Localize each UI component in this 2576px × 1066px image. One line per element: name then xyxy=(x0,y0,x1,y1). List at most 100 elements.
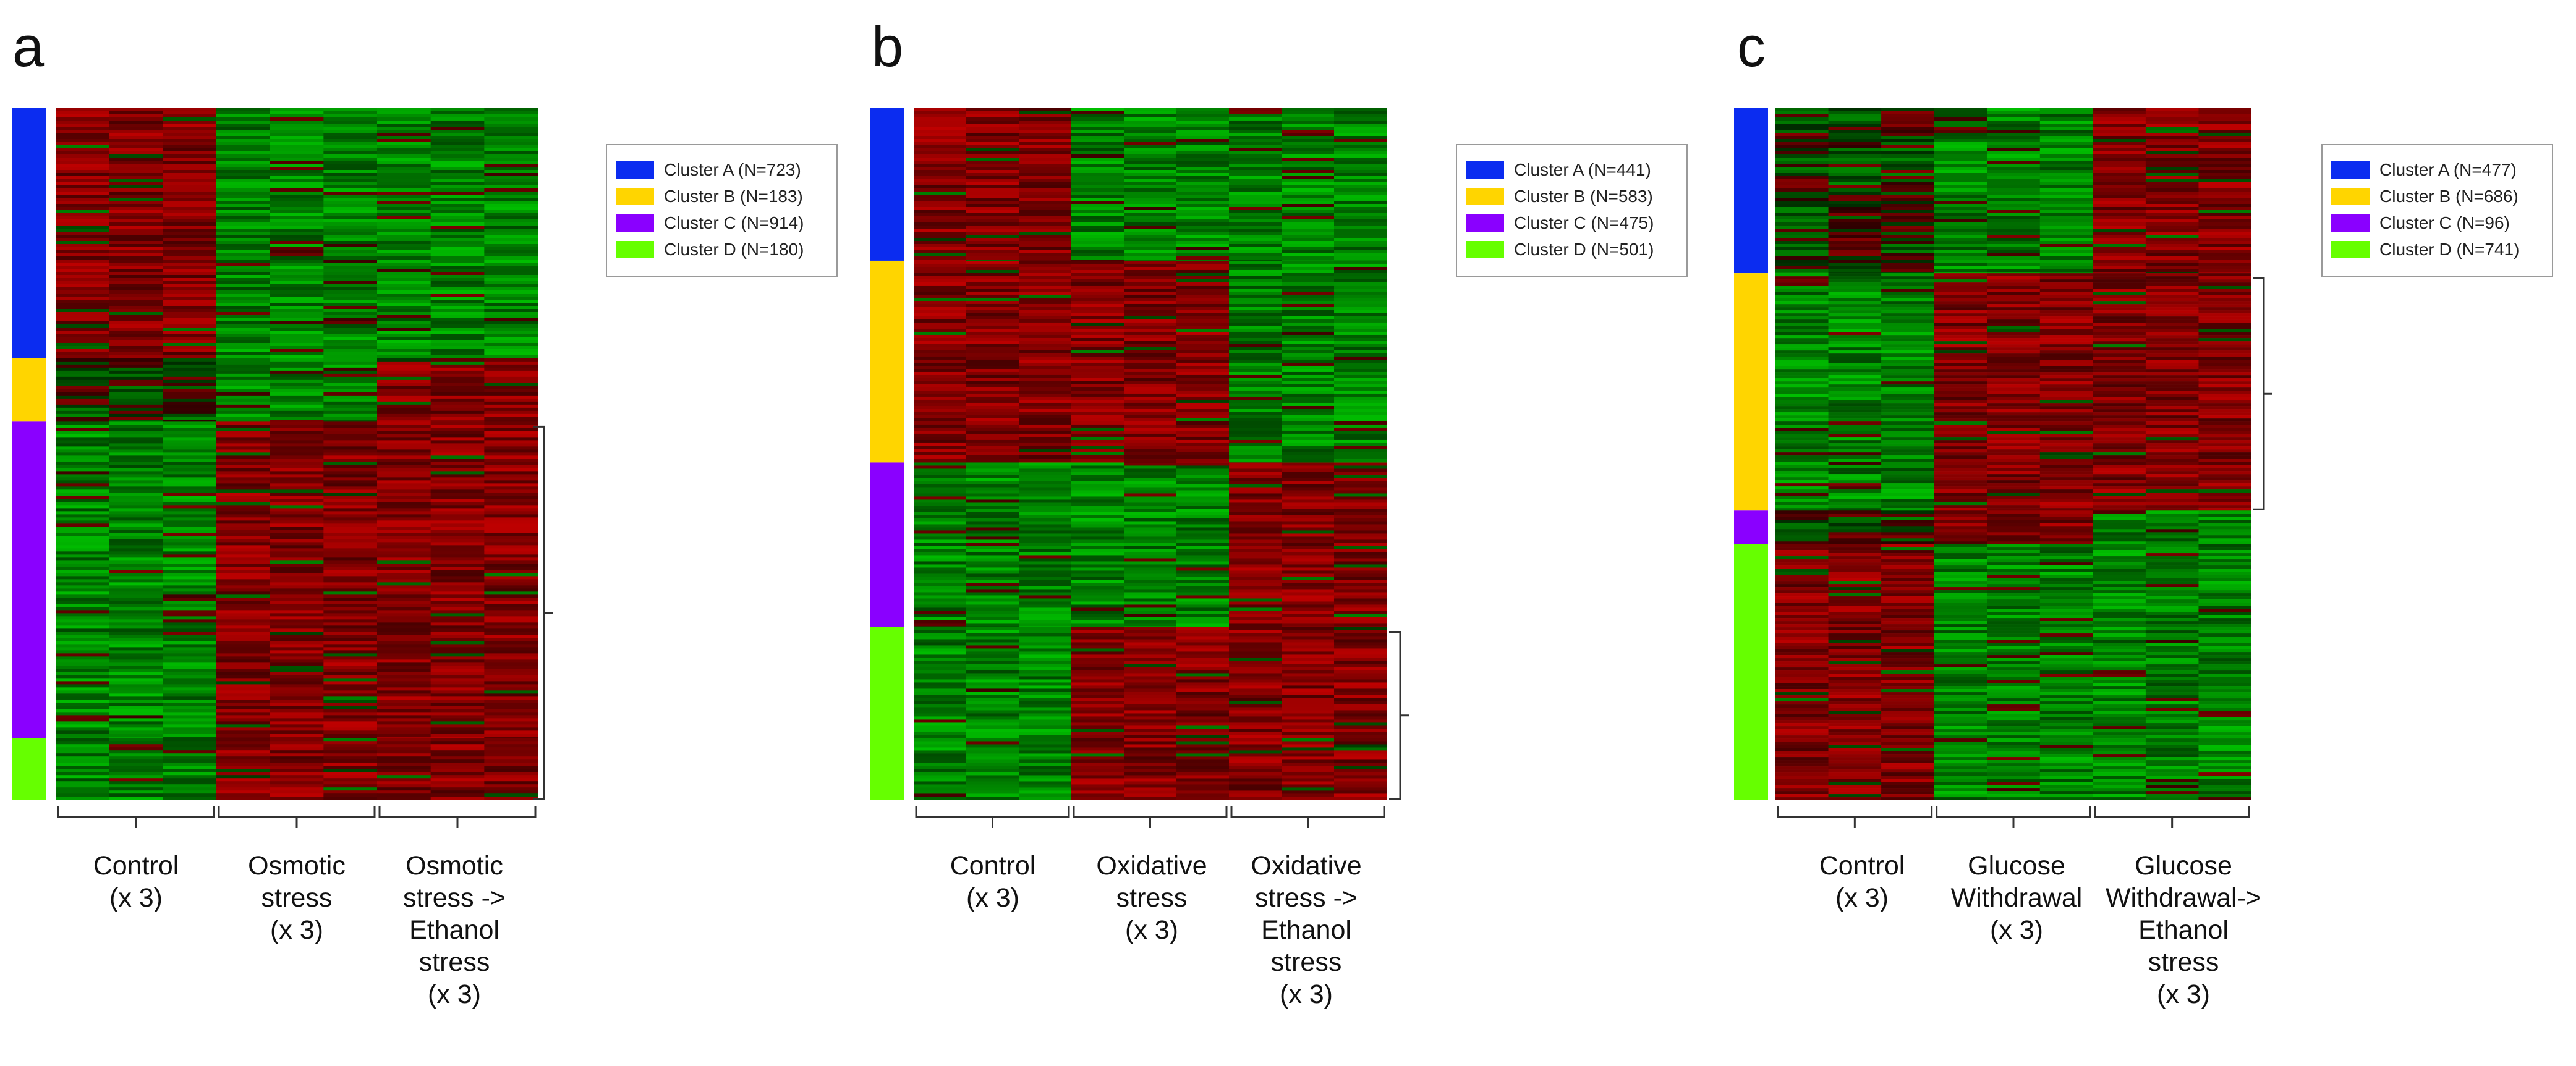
heatmap-cell xyxy=(109,499,163,502)
heatmap-cell xyxy=(1775,282,1829,286)
heatmap-cell xyxy=(1282,484,1335,488)
heatmap-cell xyxy=(270,548,324,552)
heatmap-cell xyxy=(56,297,110,300)
heatmap-cell xyxy=(163,744,217,748)
heatmap-cell xyxy=(216,114,271,118)
heatmap-cell xyxy=(914,154,967,158)
heatmap-cell xyxy=(2145,366,2199,370)
heatmap-cell xyxy=(323,511,378,515)
heatmap-cell xyxy=(430,527,485,530)
heatmap-cell xyxy=(163,700,217,703)
heatmap-cell xyxy=(1282,341,1335,345)
heatmap-cell xyxy=(1229,288,1282,292)
heatmap-cell xyxy=(430,309,485,313)
heatmap-cell xyxy=(1229,604,1282,608)
heatmap-cell xyxy=(1334,442,1387,447)
heatmap-cell xyxy=(1334,260,1387,261)
heatmap-cell xyxy=(1282,365,1335,370)
heatmap-cell xyxy=(216,355,271,359)
heatmap-cell xyxy=(1071,325,1124,329)
heatmap-cell xyxy=(1987,238,2041,242)
heatmap-cell xyxy=(2093,319,2146,323)
heatmap-cell xyxy=(914,543,967,546)
heatmap-cell xyxy=(323,281,378,285)
heatmap-cell xyxy=(1124,263,1177,268)
heatmap-cell xyxy=(2145,167,2199,171)
heatmap-cell xyxy=(56,253,110,257)
heatmap-cell xyxy=(2093,195,2146,198)
heatmap-cell xyxy=(323,219,378,223)
heatmap-cell xyxy=(1334,564,1387,568)
heatmap-cell xyxy=(1124,704,1177,708)
heatmap-cell xyxy=(1987,301,2041,305)
heatmap-cell xyxy=(377,111,431,115)
heatmap-cell xyxy=(377,179,431,183)
heatmap-cell xyxy=(323,523,378,527)
heatmap-cell xyxy=(323,638,378,641)
heatmap-cell xyxy=(216,401,271,405)
heatmap-cell xyxy=(1124,313,1177,317)
heatmap-cell xyxy=(377,738,431,742)
heatmap-cell xyxy=(1176,533,1230,537)
heatmap-cell xyxy=(1881,344,1935,348)
heatmap-cell xyxy=(270,759,324,763)
heatmap-cell xyxy=(966,790,1019,794)
heatmap-cell xyxy=(163,759,217,763)
heatmap-cell xyxy=(270,678,324,682)
heatmap-cell xyxy=(1019,158,1072,161)
heatmap-cell xyxy=(484,355,538,359)
heatmap-cell xyxy=(377,121,431,124)
heatmap-cell xyxy=(109,681,163,685)
heatmap-cell xyxy=(1019,589,1072,593)
heatmap-cell xyxy=(430,355,485,359)
heatmap-cell xyxy=(1934,298,1987,302)
heatmap-cell xyxy=(1071,124,1124,127)
heatmap-cell xyxy=(109,622,163,626)
heatmap-cell xyxy=(2039,170,2093,174)
heatmap-cell xyxy=(323,778,378,782)
heatmap-cell xyxy=(430,275,485,279)
heatmap-cell xyxy=(56,727,110,731)
heatmap-cell xyxy=(1019,732,1072,735)
heatmap-cell xyxy=(323,678,378,682)
heatmap-cell xyxy=(1124,682,1177,686)
heatmap-cell xyxy=(323,130,378,133)
heatmap-cell xyxy=(966,378,1019,382)
heatmap-cell xyxy=(966,688,1019,692)
heatmap-cell xyxy=(914,412,967,416)
heatmap-cell xyxy=(1334,250,1387,254)
heatmap-cell xyxy=(484,477,538,481)
heatmap-cell xyxy=(1176,630,1230,633)
heatmap-cell xyxy=(56,700,110,703)
heatmap-cell xyxy=(1828,323,1882,326)
heatmap-cell xyxy=(2145,304,2199,308)
heatmap-cell xyxy=(163,718,217,722)
heatmap-cell xyxy=(966,148,1019,152)
heatmap-cell xyxy=(270,641,324,645)
heatmap-cell xyxy=(323,585,378,589)
heatmap-cell xyxy=(1229,667,1282,670)
heatmap-cell xyxy=(484,741,538,745)
heatmap-cell xyxy=(109,161,163,164)
heatmap-cell xyxy=(1229,235,1282,239)
heatmap-cell xyxy=(1176,256,1230,260)
heatmap-cell xyxy=(1282,685,1335,689)
heatmap-cell xyxy=(966,402,1019,407)
heatmap-cell xyxy=(430,750,485,754)
heatmap-cell xyxy=(1124,415,1177,419)
heatmap-cell xyxy=(1334,732,1387,735)
heatmap-cell xyxy=(1334,583,1387,586)
heatmap-cell xyxy=(163,328,217,331)
heatmap-cell xyxy=(484,511,538,515)
heatmap-cell xyxy=(2198,310,2251,314)
heatmap-cell xyxy=(1229,418,1282,422)
heatmap-cell xyxy=(163,594,217,598)
heatmap-cell xyxy=(1987,117,2041,121)
heatmap-cell xyxy=(323,386,378,390)
heatmap-cell xyxy=(163,158,217,161)
heatmap-cell xyxy=(966,499,1019,503)
heatmap-cell xyxy=(2145,338,2199,342)
heatmap-cell xyxy=(216,161,271,164)
heatmap-cell xyxy=(430,712,485,716)
heatmap-cell xyxy=(430,715,485,719)
